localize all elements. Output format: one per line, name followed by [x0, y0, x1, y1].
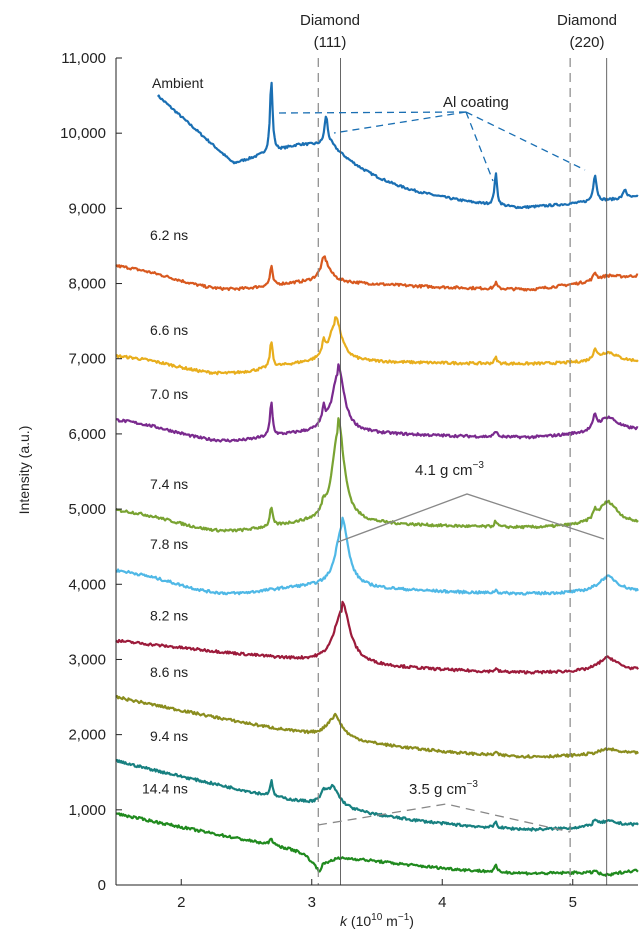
- al-pointer-4: [465, 111, 586, 171]
- series-label: 14.4 ns: [142, 781, 188, 797]
- y-tick-label: 8,000: [68, 276, 106, 293]
- series-line: [115, 363, 639, 443]
- y-tick-label: 3,000: [68, 651, 106, 668]
- axes: 0 1,000 2,000 3,000 4,000 5,000 6,000 7,000 8,00…: [60, 50, 638, 911]
- x-tick-label: 4: [438, 894, 446, 911]
- diamond-111-label-line2: (111): [314, 34, 347, 51]
- series-label: 7.0 ns: [150, 386, 188, 402]
- series-line: [115, 316, 639, 376]
- reference-lines: [317, 58, 608, 885]
- y-tick-label: 0: [98, 877, 106, 894]
- y-tick-label: 1,000: [68, 802, 106, 819]
- series-curves: [115, 81, 639, 877]
- diamond-220-label-line1: Diamond: [557, 12, 617, 29]
- series-line: [115, 516, 639, 596]
- y-tick-label: 6,000: [68, 426, 106, 443]
- al-pointer-2: [333, 111, 467, 134]
- diamond-111-label-line1: Diamond: [300, 12, 360, 29]
- series-label: 7.8 ns: [150, 536, 188, 552]
- series-line: [115, 600, 639, 675]
- y-tick-label: 10,000: [60, 125, 106, 142]
- series-line: [115, 695, 639, 759]
- series-line: [115, 255, 639, 292]
- series-label: 8.6 ns: [150, 664, 188, 680]
- series-line: [115, 812, 639, 877]
- y-ticks: 0 1,000 2,000 3,000 4,000 5,000 6,000 7,000 8,00…: [60, 50, 122, 894]
- series-label: 7.4 ns: [150, 476, 188, 492]
- series-label: 6.6 ns: [150, 322, 188, 338]
- al-coating-pointers: [277, 111, 586, 182]
- density-low-label: 3.5 g cm−3: [409, 779, 478, 798]
- x-tick-label: 5: [569, 894, 577, 911]
- x-ticks: 2 3 4 5: [177, 879, 577, 911]
- x-tick-label: 2: [177, 894, 185, 911]
- al-pointer-1: [277, 111, 467, 114]
- al-coating-label: Al coating: [443, 94, 509, 111]
- series-label: Ambient: [152, 75, 203, 91]
- series-line: [115, 417, 639, 533]
- series-line: [156, 81, 639, 210]
- series-label: 8.2 ns: [150, 608, 188, 624]
- density-high-bracket: [337, 493, 605, 543]
- diamond-220-label-line2: (220): [569, 34, 604, 51]
- y-axis-title: Intensity (a.u.): [16, 426, 32, 515]
- y-tick-label: 2,000: [68, 727, 106, 744]
- y-tick-label: 7,000: [68, 351, 106, 368]
- y-tick-label: 4,000: [68, 576, 106, 593]
- series-label: 6.2 ns: [150, 227, 188, 243]
- al-pointer-3: [465, 111, 494, 182]
- y-tick-label: 5,000: [68, 501, 106, 518]
- density-low-bracket: [317, 803, 571, 833]
- series-labels: Ambient 6.2 ns 6.6 ns 7.0 ns 7.4 ns 7.8 ns 8.2…: [142, 75, 203, 797]
- x-tick-label: 3: [308, 894, 316, 911]
- y-tick-label: 11,000: [61, 50, 106, 67]
- x-axis-title: k (1010 m−1): [340, 912, 414, 929]
- density-high-label: 4.1 g cm−3: [415, 460, 484, 479]
- y-tick-label: 9,000: [68, 200, 106, 217]
- series-line: [115, 758, 639, 832]
- series-label: 9.4 ns: [150, 728, 188, 744]
